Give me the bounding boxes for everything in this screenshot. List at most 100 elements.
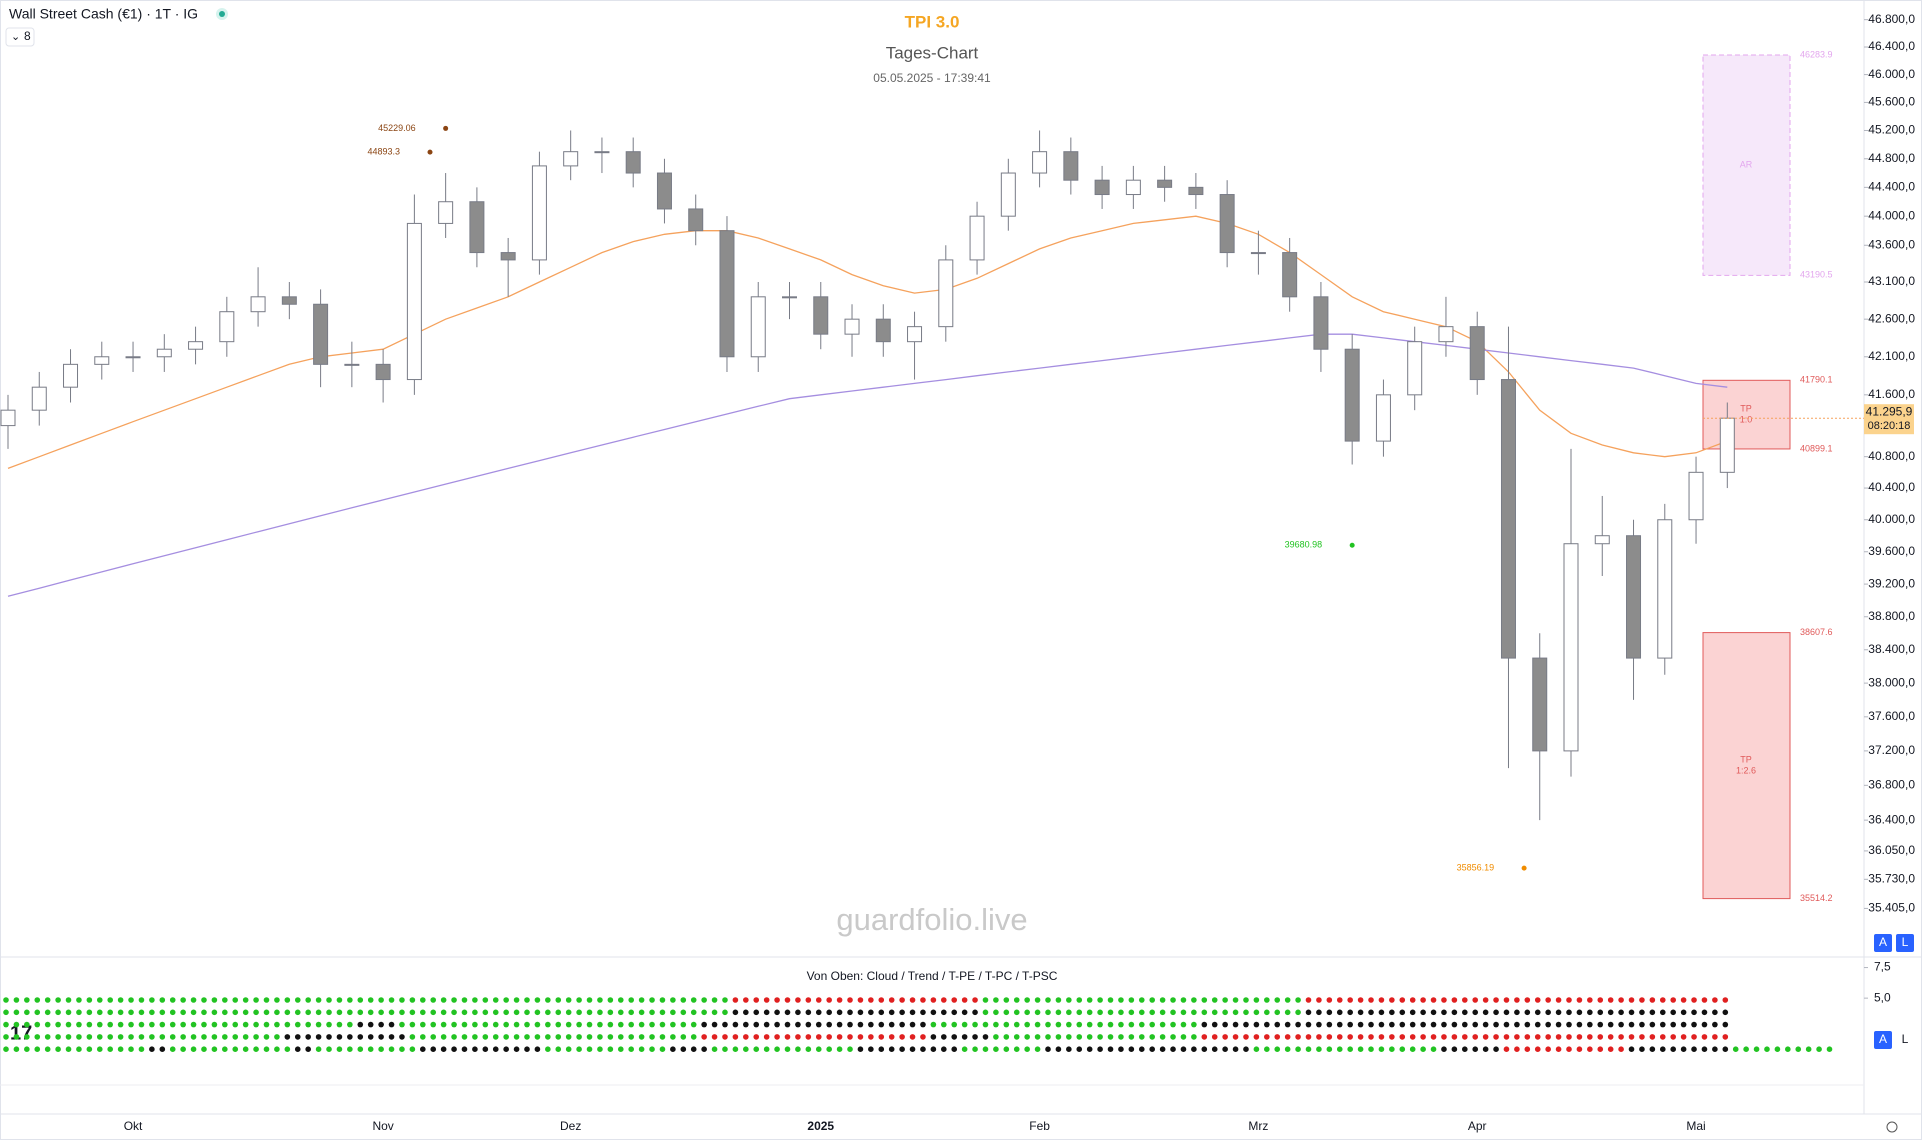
candle-body bbox=[1250, 252, 1266, 255]
state-dot bbox=[1639, 997, 1645, 1003]
scale-button[interactable] bbox=[1874, 1031, 1892, 1049]
state-dot bbox=[1347, 1021, 1353, 1028]
state-dot bbox=[222, 1046, 228, 1052]
indicator-toggle[interactable] bbox=[5, 27, 35, 47]
candle-body bbox=[813, 296, 829, 335]
state-dot bbox=[492, 1021, 499, 1028]
state-dot bbox=[76, 1021, 82, 1028]
chart-title: TPI 3.0 bbox=[905, 12, 960, 31]
state-dot bbox=[1691, 1046, 1697, 1052]
state-dot bbox=[1097, 1009, 1103, 1016]
state-dot bbox=[857, 1021, 864, 1028]
state-dot bbox=[430, 1034, 437, 1040]
state-dot bbox=[1472, 1034, 1479, 1040]
state-dot bbox=[1712, 1021, 1718, 1028]
state-dot bbox=[472, 1021, 478, 1028]
scale-button[interactable] bbox=[1896, 934, 1914, 952]
candle-body bbox=[1313, 296, 1329, 350]
state-dot bbox=[388, 1046, 395, 1052]
candle-body bbox=[1157, 179, 1173, 188]
state-dot bbox=[1003, 1046, 1010, 1052]
state-dot bbox=[472, 1034, 478, 1040]
state-dot bbox=[1191, 1046, 1197, 1052]
state-dot bbox=[576, 1034, 582, 1040]
state-dot bbox=[305, 1009, 311, 1016]
candle-body bbox=[1375, 394, 1391, 442]
candle-body bbox=[250, 296, 266, 313]
state-dot bbox=[159, 997, 166, 1003]
state-dot bbox=[670, 1046, 676, 1052]
state-dot bbox=[1441, 1009, 1447, 1016]
state-dot bbox=[1107, 1034, 1114, 1040]
state-dot bbox=[513, 1034, 520, 1040]
state-dot bbox=[1368, 1034, 1374, 1040]
state-dot bbox=[1076, 1021, 1083, 1028]
state-dot bbox=[1326, 1021, 1333, 1028]
target-zone bbox=[1702, 379, 1791, 450]
scale-button-label[interactable]: A bbox=[1879, 1032, 1887, 1046]
scale-button-label[interactable]: A bbox=[1879, 935, 1887, 949]
state-dot bbox=[409, 997, 416, 1003]
state-dot bbox=[1191, 1021, 1197, 1028]
state-dot bbox=[555, 997, 562, 1003]
state-dot bbox=[1774, 1046, 1781, 1052]
state-dot bbox=[1295, 1009, 1301, 1016]
state-dot bbox=[347, 997, 353, 1003]
state-dot bbox=[836, 1046, 843, 1052]
state-dot bbox=[128, 1009, 134, 1016]
state-dot bbox=[284, 1021, 291, 1028]
state-dot bbox=[284, 1009, 291, 1016]
state-dot bbox=[96, 1009, 103, 1016]
state-dot bbox=[1628, 1046, 1635, 1052]
state-dot bbox=[1670, 1009, 1676, 1016]
state-dot bbox=[1378, 1021, 1385, 1028]
state-dot bbox=[711, 1009, 718, 1016]
state-dot bbox=[1712, 997, 1718, 1003]
settings-icon[interactable] bbox=[1886, 1121, 1898, 1133]
scale-button-label[interactable]: L bbox=[1902, 1032, 1909, 1046]
y-tick-label: 46.000,0 bbox=[1868, 67, 1915, 81]
scale-button-label[interactable]: L bbox=[1902, 935, 1909, 949]
scale-button[interactable] bbox=[1896, 1031, 1914, 1049]
y-tick-label: 40.000,0 bbox=[1868, 512, 1915, 526]
state-dot bbox=[222, 997, 228, 1003]
state-dot bbox=[315, 997, 322, 1003]
toggle-arrow: ⌄ bbox=[11, 31, 20, 43]
state-dot bbox=[149, 1009, 155, 1016]
state-dot bbox=[1368, 1046, 1374, 1052]
state-dot bbox=[1482, 1009, 1489, 1016]
state-dot bbox=[1389, 1046, 1395, 1052]
state-dot bbox=[3, 1034, 9, 1040]
state-dot bbox=[461, 997, 468, 1003]
state-dot bbox=[1128, 1009, 1135, 1016]
state-dot bbox=[1576, 997, 1583, 1003]
state-dot bbox=[1347, 997, 1353, 1003]
y-tick-label: 43.100,0 bbox=[1868, 274, 1915, 288]
state-dot bbox=[1284, 1021, 1291, 1028]
state-dot bbox=[107, 1021, 113, 1028]
state-dot bbox=[1482, 997, 1489, 1003]
state-dot bbox=[76, 1009, 82, 1016]
state-dot bbox=[378, 997, 384, 1003]
state-dot bbox=[55, 997, 61, 1003]
state-dot bbox=[347, 1009, 353, 1016]
state-dot bbox=[1295, 1021, 1301, 1028]
timestamp: 05.05.2025 - 17:39:41 bbox=[873, 71, 991, 85]
indicator-count[interactable]: 8 bbox=[24, 29, 31, 43]
state-dot bbox=[440, 1034, 447, 1040]
candle-body bbox=[938, 259, 954, 328]
state-dot bbox=[545, 997, 551, 1003]
state-dot bbox=[1034, 1021, 1041, 1028]
state-dot bbox=[86, 1046, 93, 1052]
state-dot bbox=[180, 997, 186, 1003]
state-dot bbox=[159, 1009, 166, 1016]
state-dot bbox=[555, 1021, 562, 1028]
state-dot bbox=[1493, 997, 1499, 1003]
state-dot bbox=[649, 1046, 655, 1052]
scale-button[interactable] bbox=[1874, 934, 1892, 952]
state-dot bbox=[55, 1021, 61, 1028]
state-dot bbox=[878, 1034, 885, 1040]
state-dot bbox=[1066, 997, 1072, 1003]
y-tick-label: 36.050,0 bbox=[1868, 843, 1915, 857]
candle-body bbox=[1063, 151, 1079, 181]
